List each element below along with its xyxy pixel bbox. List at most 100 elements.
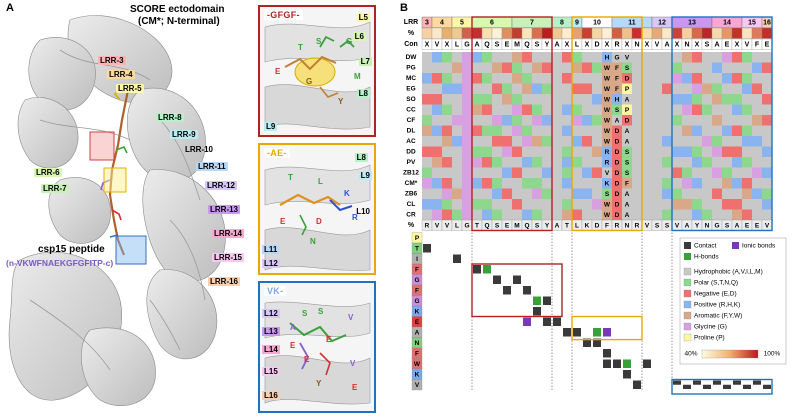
alignment-cell (732, 209, 742, 220)
vk-contact-cell (693, 380, 701, 385)
alignment-cell (732, 94, 742, 105)
species-label: PG (406, 64, 415, 71)
alignment-cell (522, 125, 532, 136)
con-letter: X (425, 41, 430, 48)
lrr-label-13: LRR-13 (208, 205, 241, 214)
alignment-cell (492, 178, 502, 189)
alignment-cell (742, 167, 752, 178)
pct-cell (581, 27, 593, 39)
con-letter: N (684, 41, 689, 48)
pct-cell (631, 27, 643, 39)
alignment-cell (532, 62, 542, 73)
alignment-cell (752, 188, 762, 199)
alignment-cell (592, 73, 602, 84)
seq-letter: S (495, 222, 500, 229)
pct-cell (691, 27, 703, 39)
lrr-label-15: LRR-15 (212, 253, 245, 262)
alignment-cell (582, 146, 592, 157)
highlight-letter: D (615, 170, 620, 177)
species-label: ZB6 (405, 190, 418, 197)
peptide-residue-letter: F (415, 287, 419, 294)
contact-cell (503, 286, 511, 295)
lrr-label-12: LRR-12 (205, 181, 238, 190)
alignment-cell (442, 188, 452, 199)
legend-category-swatch (683, 289, 692, 298)
species-label: CL (407, 201, 416, 208)
alignment-cell (482, 62, 492, 73)
lrr-label-8: LRR-8 (156, 113, 184, 122)
alignment-cell (642, 157, 652, 168)
alignment-cell (692, 52, 702, 63)
species-label: AC (406, 138, 416, 145)
lrr-label-14: LRR-14 (212, 229, 245, 238)
con-letter: X (675, 41, 680, 48)
alignment-cell (442, 62, 452, 73)
alignment-cell (592, 167, 602, 178)
contact-cell (543, 317, 551, 326)
highlight-letter: S (625, 170, 630, 177)
species-label: DD (406, 148, 416, 155)
highlight-letter: A (625, 212, 630, 219)
alignment-cell (702, 209, 712, 220)
alignment-cell (672, 146, 682, 157)
alignment-cell (752, 62, 762, 73)
alignment-cell (682, 115, 692, 126)
alignment-cell (532, 104, 542, 115)
alignment-cell (442, 83, 452, 94)
alignment-cell (472, 136, 482, 147)
alignment-cell (462, 188, 472, 199)
alignment-cell (682, 136, 692, 147)
alignment-cell (702, 73, 712, 84)
alignment-cell (722, 83, 732, 94)
alignment-cell (582, 62, 592, 73)
alignment-cell (562, 199, 572, 210)
alignment-cell (572, 157, 582, 168)
alignment-cell (452, 136, 462, 147)
alignment-cell (432, 146, 442, 157)
alignment-cell (632, 73, 642, 84)
alignment-cell (582, 167, 592, 178)
seq-letter: V (435, 222, 440, 229)
alignment-cell (762, 83, 772, 94)
inset-vk-structure (264, 301, 371, 405)
alignment-cell (472, 52, 482, 63)
legend-category-label: Glycine (G) (694, 324, 727, 331)
alignment-cell (632, 136, 642, 147)
pct-cell (661, 27, 673, 39)
alignment-cell (592, 62, 602, 73)
highlight-cell (612, 157, 622, 168)
alignment-cell (752, 209, 762, 220)
alignment-cell (662, 136, 672, 147)
alignment-cell (592, 104, 602, 115)
inset-ae-res-e: E (280, 217, 286, 226)
alignment-cell (642, 52, 652, 63)
highlight-letter: D (615, 212, 620, 219)
highlight-letter: W (604, 75, 611, 82)
highlight-letter: W (604, 107, 611, 114)
alignment-cell (572, 62, 582, 73)
alignment-cell (552, 115, 562, 126)
con-letter: V (655, 41, 660, 48)
alignment-cell (452, 178, 462, 189)
alignment-cell (422, 167, 432, 178)
highlight-letter: W (604, 212, 611, 219)
alignment-cell (422, 83, 432, 94)
vk-contact-cell (733, 380, 741, 385)
inset-ae: -AE- L8 L9 L10 L11 L12 T L K R D N E (258, 143, 376, 275)
contact-cell (453, 254, 461, 263)
alignment-cell (702, 104, 712, 115)
lrr-header-number: 14 (723, 19, 731, 26)
alignment-cell (502, 178, 512, 189)
alignment-cell (592, 209, 602, 220)
alignment-cell (752, 167, 762, 178)
con-letter: A (664, 41, 669, 48)
highlight-cell (622, 209, 632, 220)
inset-gfgf-l8: L8 (356, 89, 370, 98)
hbond-cell (623, 359, 631, 368)
alignment-cell (562, 62, 572, 73)
lrr-header-number: 16 (763, 19, 771, 26)
alignment-cell (722, 178, 732, 189)
pct-cell (571, 27, 583, 39)
alignment-cell (422, 178, 432, 189)
contact-cell (533, 307, 541, 316)
